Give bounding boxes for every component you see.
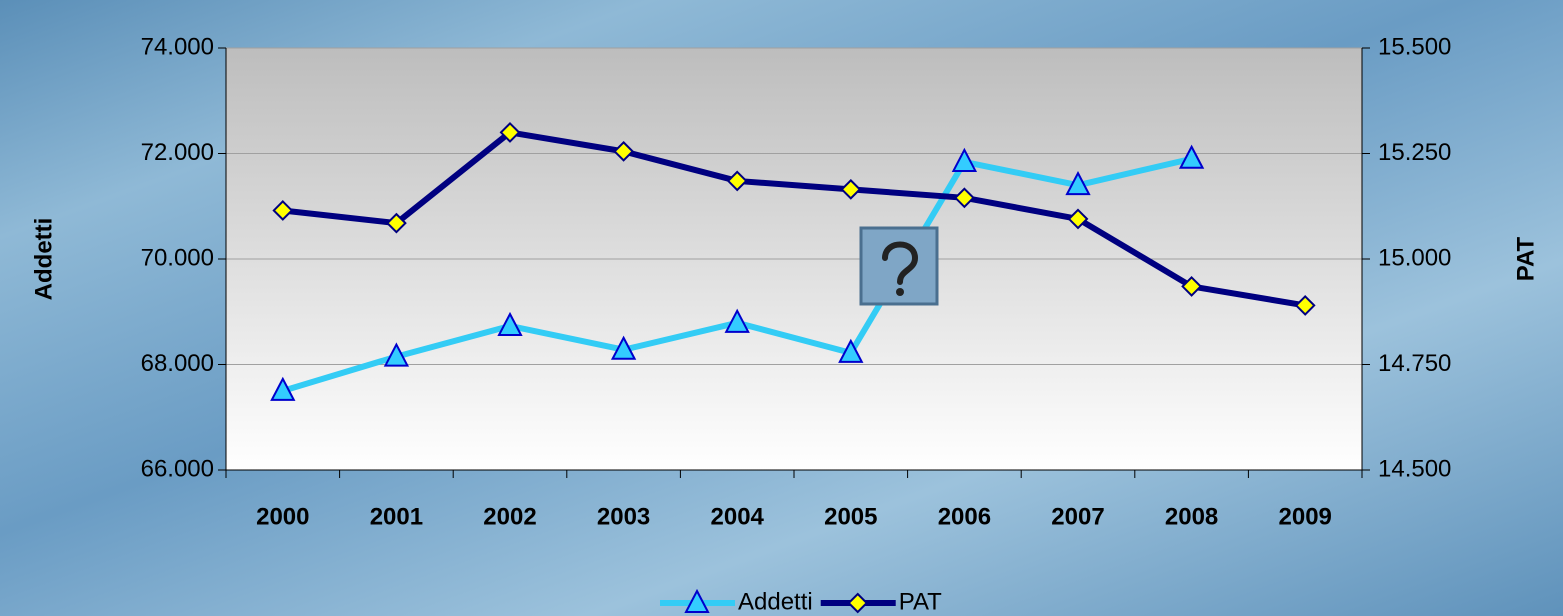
y2-tick-label: 15.250 [1378,139,1451,166]
y-tick-label: 72.000 [141,139,214,166]
triangle-marker [838,338,864,363]
triangle-marker [1178,144,1205,169]
diamond-marker [726,170,748,192]
triangle-marker [383,342,410,367]
diamond-marker [1294,295,1316,316]
x-tick-label: 2006 [938,503,991,530]
triangle-marker [497,311,523,336]
y2-tick-label: 14.500 [1378,455,1451,482]
triangle-marker [270,376,296,401]
diamond-marker [847,592,869,614]
y-axis-label: Addetti [30,218,57,301]
x-tick-label: 2001 [370,503,423,530]
legend-label: Addetti [738,588,813,615]
y2-tick-label: 15.000 [1378,244,1451,271]
diamond-marker [1181,276,1203,297]
y-tick-label: 70.000 [141,244,214,271]
y-tick-label: 66.000 [141,455,214,482]
y2-tick-label: 15.500 [1378,33,1451,60]
x-tick-label: 2005 [824,503,877,530]
triangle-marker [684,588,710,613]
diamond-marker [953,187,975,209]
series-line [282,129,1306,309]
diamond-marker [1067,208,1089,230]
triangle-marker [1065,170,1091,196]
x-tick-label: 2009 [1279,503,1332,530]
help-icon-dot [896,288,904,296]
triangle-marker [610,335,637,360]
help-icon-glyph [882,241,919,285]
diamond-marker [613,140,635,162]
y-tick-label: 74.000 [141,33,214,60]
x-tick-label: 2002 [483,503,536,530]
x-tick-label: 2003 [597,503,650,530]
legend-label: PAT [899,588,942,615]
y2-tick-label: 14.750 [1378,350,1451,377]
diamond-marker [385,212,407,234]
x-tick-label: 2004 [711,503,765,530]
diamond-marker [272,200,294,221]
help-icon [859,226,939,306]
triangle-marker [724,308,750,333]
diamond-marker [840,178,862,200]
y-tick-label: 68.000 [141,350,214,377]
triangle-marker [951,147,978,172]
x-tick-label: 2007 [1051,503,1104,530]
x-tick-label: 2008 [1165,503,1218,530]
diamond-marker [499,121,521,143]
x-tick-label: 2000 [256,503,309,530]
y2-axis-label: PAT [1512,236,1539,281]
